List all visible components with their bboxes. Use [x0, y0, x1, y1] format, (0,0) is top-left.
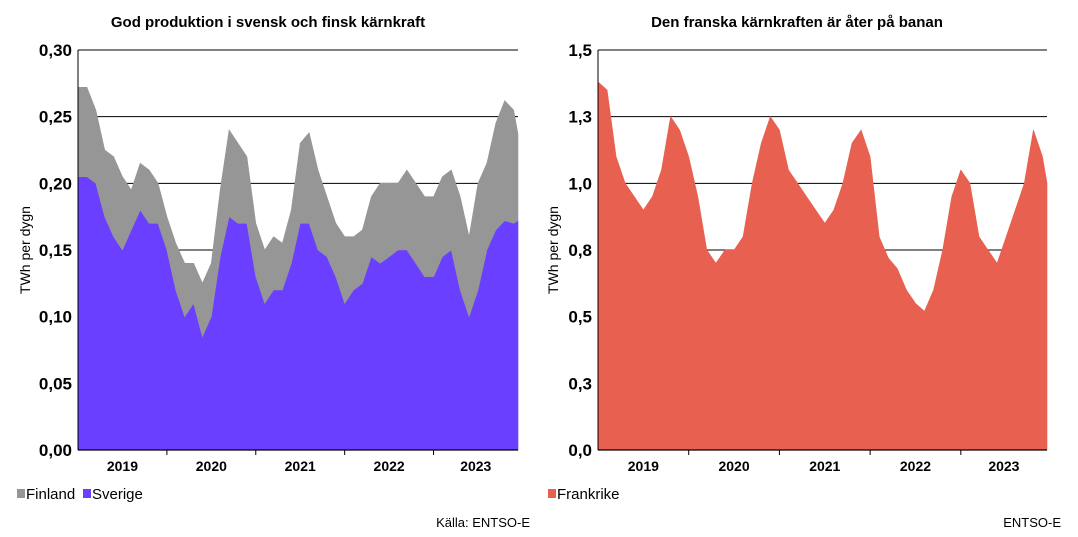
chart2-xtick: 2020 [718, 458, 749, 474]
chart1-ytick: 0,00 [39, 441, 72, 460]
chart2-ytick: 1,5 [568, 41, 592, 60]
legend-swatch-frankrike [548, 489, 556, 498]
chart1-ytick: 0,30 [39, 41, 72, 60]
chart2-source: ENTSO-E [1003, 515, 1061, 530]
chart1-xtick: 2021 [285, 458, 316, 474]
chart1-ytick: 0,20 [39, 174, 72, 193]
chart2-xtick: 2019 [628, 458, 659, 474]
chart1-area-finland [77, 87, 519, 338]
chart1-xtick: 2020 [196, 458, 227, 474]
chart2-area-frankrike [597, 81, 1048, 451]
chart2-title: Den franska kärnkraften är åter på banan [651, 14, 943, 31]
chart2-ytick: 0,5 [568, 308, 592, 327]
chart1-xtick: 2019 [107, 458, 138, 474]
chart2-xtick: 2023 [988, 458, 1019, 474]
chart1-ytick: 0,05 [39, 374, 72, 393]
chart1-ytick: 0,25 [39, 108, 72, 127]
chart2-ytick: 0,0 [568, 441, 592, 460]
chart1-title: God produktion i svensk och finsk kärnkr… [111, 14, 425, 31]
chart1-ytick: 0,10 [39, 308, 72, 327]
chart2-ytick: 1,3 [568, 108, 592, 127]
chart2-xtick: 2021 [809, 458, 840, 474]
legend-swatch-finland [17, 489, 25, 498]
legend-label-finland: Finland [26, 486, 75, 503]
chart2-ytick: 1,0 [568, 174, 592, 193]
chart1-source: Källa: ENTSO-E [436, 515, 530, 530]
chart2-ylabel: TWh per dygn [545, 206, 561, 294]
chart2-ytick: 0,8 [568, 241, 592, 260]
legend-swatch-sverige [83, 489, 91, 498]
chart2-ytick: 0,3 [568, 374, 592, 393]
chart2-xtick: 2022 [900, 458, 931, 474]
legend-label-sverige: Sverige [92, 486, 143, 503]
chart1-ytick: 0,15 [39, 241, 72, 260]
chart1-xtick: 2022 [374, 458, 405, 474]
chart1-xtick: 2023 [460, 458, 491, 474]
legend-label-frankrike: Frankrike [557, 486, 620, 503]
chart1-ylabel: TWh per dygn [17, 206, 33, 294]
